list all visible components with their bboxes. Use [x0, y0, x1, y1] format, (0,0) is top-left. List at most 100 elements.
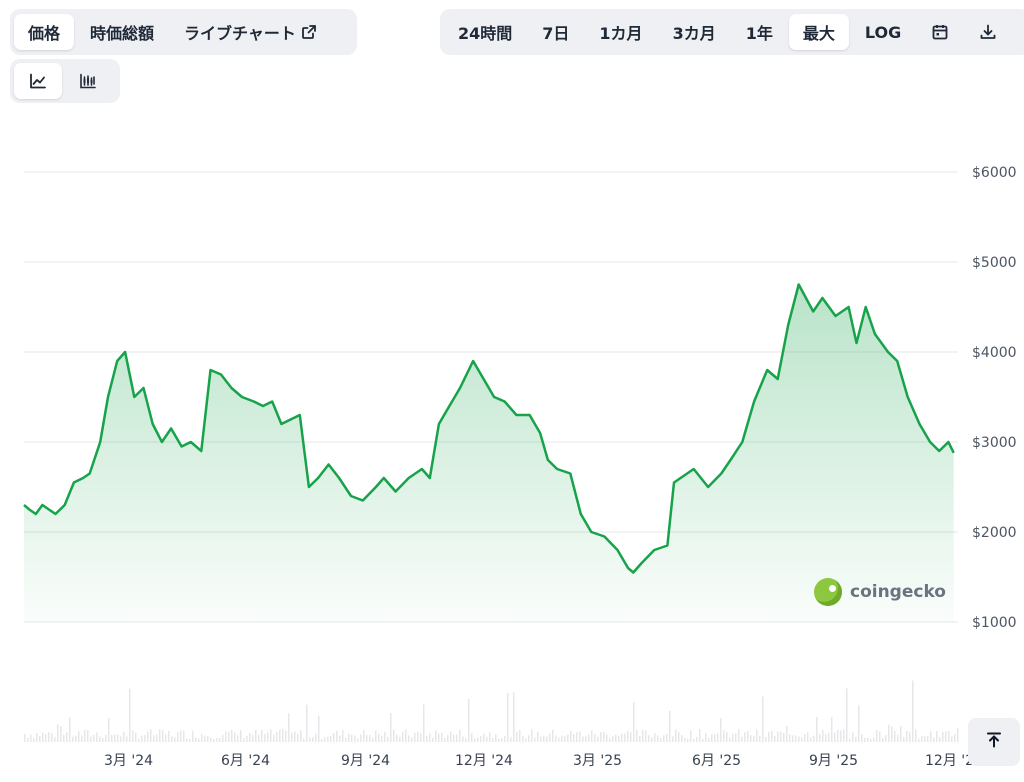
volume-bar	[537, 731, 539, 742]
volume-bar	[75, 735, 77, 742]
external-link-icon	[301, 24, 317, 40]
range-1m[interactable]: 1カ月	[599, 24, 643, 43]
volume-bar	[150, 729, 152, 742]
y-axis: $6000 $5000 $4000 $3000 $2000 $1000	[972, 165, 1017, 631]
range-3m[interactable]: 3カ月	[672, 24, 716, 43]
volume-bar	[750, 735, 752, 742]
x-tick-label: 6月 '24	[221, 753, 270, 769]
volume-bar	[51, 733, 53, 742]
volume-bar	[198, 738, 200, 742]
x-tick-label: 9月 '25	[809, 753, 858, 769]
volume-bar	[495, 734, 497, 742]
volume-bar	[957, 728, 959, 742]
tab-price[interactable]: 価格	[14, 14, 75, 50]
volume-bar	[450, 731, 452, 742]
volume-bar	[153, 735, 155, 742]
volume-bar	[312, 737, 314, 742]
volume-bar	[117, 734, 119, 742]
volume-bar	[42, 732, 44, 742]
volume-bar	[366, 734, 368, 742]
volume-bar	[126, 736, 128, 742]
range-7d[interactable]: 7日	[542, 24, 570, 43]
volume-bar	[201, 734, 203, 742]
volume-bar	[345, 738, 347, 742]
volume-bar	[879, 731, 881, 742]
volume-bar	[777, 731, 779, 742]
volume-bar	[441, 732, 443, 742]
volume-bar	[429, 733, 431, 742]
candlestick-view-button[interactable]	[64, 63, 112, 99]
range-max[interactable]: 最大	[788, 14, 849, 50]
volume-bar	[81, 735, 83, 742]
volume-bar	[876, 729, 878, 742]
scroll-to-top-button[interactable]	[968, 718, 1020, 766]
volume-bar	[513, 692, 515, 742]
volume-bar	[648, 735, 650, 742]
tab-market-cap[interactable]: 時価総額	[90, 24, 155, 43]
volume-bar	[96, 732, 98, 742]
volume-bar	[261, 730, 263, 742]
volume-bar	[162, 730, 164, 742]
line-view-button[interactable]	[14, 63, 62, 99]
chart-type-tabs: 価格 時価総額 ライブチャート	[10, 9, 357, 55]
volume-bar	[663, 735, 665, 742]
volume-bar	[183, 730, 185, 742]
volume-bar	[315, 733, 317, 742]
volume-bar	[141, 735, 143, 742]
volume-bar	[414, 732, 416, 742]
volume-bar	[741, 736, 743, 742]
volume-bar	[735, 733, 737, 742]
price-line	[23, 283, 955, 574]
volume-bar	[171, 736, 173, 742]
y-tick-label: $3000	[972, 435, 1017, 451]
volume-bar	[72, 736, 74, 742]
download-button[interactable]	[965, 14, 1011, 50]
volume-bar	[576, 732, 578, 742]
volume-bar	[426, 735, 428, 742]
volume-bar	[285, 730, 287, 742]
tab-live-chart[interactable]: ライブチャート	[170, 14, 331, 50]
volume-bar	[459, 730, 461, 742]
volume-bar	[318, 715, 320, 742]
volume-bar	[708, 737, 710, 742]
log-scale-toggle[interactable]: LOG	[864, 22, 902, 42]
download-icon	[979, 23, 997, 41]
volume-bar	[621, 734, 623, 742]
volume-bar	[138, 738, 140, 742]
volume-bar	[360, 734, 362, 742]
volume-bar	[867, 737, 869, 742]
volume-bar	[561, 735, 563, 742]
volume-bar	[327, 736, 329, 742]
volume-bar	[465, 738, 467, 742]
volume-bar	[147, 731, 149, 742]
volume-bar	[885, 735, 887, 742]
volume-bar	[123, 731, 125, 742]
x-tick-label: 12月 '24	[455, 753, 513, 769]
volume-bar	[762, 696, 764, 742]
volume-bar	[222, 734, 224, 742]
volume-bar	[471, 732, 473, 742]
volume-bar	[363, 729, 365, 742]
volume-bar	[240, 730, 242, 742]
volume-bar	[783, 733, 785, 742]
calendar-button[interactable]	[917, 14, 963, 50]
range-1y[interactable]: 1年	[745, 24, 773, 43]
volume-bar	[108, 717, 110, 742]
volume-bar	[219, 737, 221, 742]
volume-bar	[819, 733, 821, 742]
range-24h[interactable]: 24時間	[458, 24, 513, 43]
volume-bar	[177, 732, 179, 742]
volume-bar	[816, 716, 818, 742]
volume-bar	[336, 730, 338, 742]
volume-bar	[543, 735, 545, 742]
volume-bar	[627, 731, 629, 742]
volume-bar	[930, 731, 932, 742]
price-chart[interactable]: $6000 $5000 $4000 $3000 $2000 $1000 3月 '24 6月 …	[0, 120, 1024, 782]
volume-bar	[873, 737, 875, 742]
volume-bar	[789, 734, 791, 742]
volume-bar	[63, 734, 65, 742]
volume-bar	[774, 736, 776, 742]
volume-bar	[48, 732, 50, 742]
volume-bar	[558, 737, 560, 742]
volume-bar	[420, 733, 422, 742]
